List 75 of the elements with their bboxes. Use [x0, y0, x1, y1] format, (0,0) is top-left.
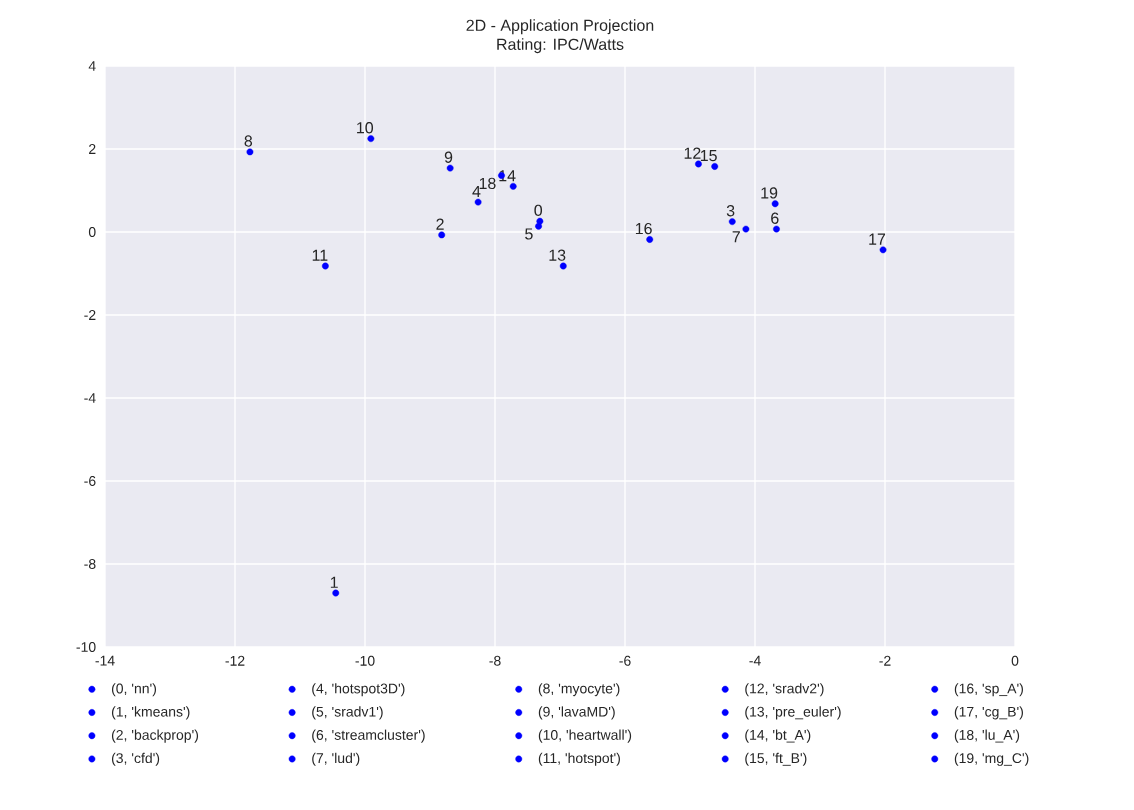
point [695, 160, 702, 168]
point [321, 262, 329, 270]
x-tick-label: -10 [355, 655, 375, 666]
chart-title: 2D - Application Projection [466, 19, 654, 35]
point [646, 236, 654, 243]
x-tick-label: -12 [225, 655, 245, 666]
annotation: 2 [436, 218, 444, 230]
point [509, 182, 517, 190]
annotation: 4 [472, 185, 481, 197]
x-tick-label: -8 [489, 655, 501, 666]
annotation: 6 [771, 212, 779, 224]
y-tick-label: 4 [88, 61, 96, 71]
annotation: 17 [869, 233, 886, 245]
point [773, 225, 780, 233]
point [559, 262, 567, 270]
point [332, 589, 340, 597]
annotation: 16 [635, 222, 652, 235]
annotation: 3 [726, 205, 735, 217]
legend-label: (16, 'sp_A') [954, 683, 1023, 697]
y-tick-label: -8 [84, 559, 96, 569]
legend-label: (12, 'sradv2') [745, 683, 824, 697]
point [367, 135, 375, 143]
annotation: 19 [761, 187, 778, 199]
legend-label: (14, 'bt_A') [745, 729, 811, 743]
legend-label: (4, 'hotspot3D') [312, 683, 405, 697]
point [728, 218, 736, 226]
y-tick-label: 2 [89, 144, 96, 154]
chart-subtitle: Rating: IPC/Watts [497, 38, 624, 54]
annotation: 0 [534, 204, 543, 216]
legend-label: (6, 'streamcluster') [312, 729, 425, 743]
legend-label: (5, 'sradv1') [312, 706, 383, 720]
annotation: 18 [479, 177, 496, 190]
x-tick-label: -6 [619, 655, 631, 666]
point [474, 198, 482, 206]
point [711, 163, 719, 170]
legend-label: (17, 'cg_B') [954, 706, 1023, 720]
point [742, 225, 750, 233]
legend-label: (7, 'lud') [312, 752, 360, 766]
legend-label: (2, 'backprop') [111, 729, 199, 743]
annotation: 8 [244, 135, 253, 147]
x-tick-label: 0 [1011, 655, 1019, 666]
annotation: 10 [357, 122, 374, 134]
annotation: 11 [312, 249, 328, 261]
point [246, 148, 254, 156]
annotation: 1 [330, 576, 338, 588]
point [438, 231, 446, 239]
annotation: 7 [732, 231, 740, 243]
point [446, 164, 454, 172]
legend-label: (9, 'lavaMD') [538, 706, 615, 720]
point [879, 246, 887, 254]
x-tick-label: -2 [879, 655, 891, 666]
annotation: 12 [684, 147, 701, 159]
legend-label: (18, 'lu_A') [954, 729, 1020, 743]
point [535, 222, 542, 230]
y-tick-label: 0 [88, 227, 96, 237]
annotation: 5 [525, 228, 533, 240]
x-tick-label: -4 [749, 655, 761, 666]
annotation: 13 [549, 249, 566, 261]
legend-label: (15, 'ft_B') [745, 752, 807, 766]
legend-label: (3, 'cfd') [111, 752, 160, 766]
legend-label: (10, 'heartwall') [538, 729, 632, 743]
y-tick-label: -10 [76, 642, 96, 652]
legend-label: (19, 'mg_C') [954, 752, 1029, 766]
y-tick-label: -6 [84, 476, 96, 486]
legend-label: (8, 'myocyte') [538, 683, 620, 697]
annotation: 9 [444, 151, 453, 163]
y-tick-label: -4 [84, 393, 96, 403]
annotation: 15 [700, 150, 717, 162]
point [771, 200, 779, 208]
x-tick-label: -14 [95, 655, 115, 666]
legend-label: (11, 'hotspot') [538, 752, 620, 766]
y-tick-label: -2 [84, 310, 96, 320]
legend-label: (13, 'pre_euler') [745, 706, 841, 720]
legend-label: (1, 'kmeans') [111, 706, 190, 720]
legend-label: (0, 'nn') [111, 683, 157, 697]
